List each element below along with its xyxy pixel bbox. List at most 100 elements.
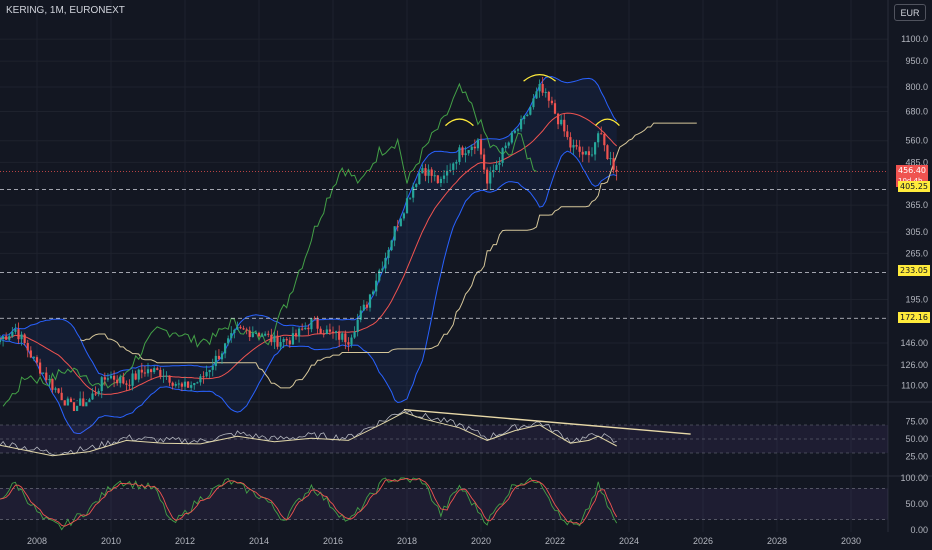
candle-body xyxy=(526,114,529,117)
candle-body xyxy=(26,343,29,351)
candle-body xyxy=(371,291,375,295)
currency-button[interactable]: EUR xyxy=(894,4,926,21)
candle-body xyxy=(581,151,584,155)
price-tick-label: 195.0 xyxy=(905,294,928,304)
candle-body xyxy=(51,379,54,390)
candle-body xyxy=(331,331,335,333)
candle-body xyxy=(476,139,480,149)
rsi-line xyxy=(0,410,617,456)
candle-body xyxy=(316,319,319,329)
candle-body xyxy=(350,337,353,345)
candle-body xyxy=(72,402,76,412)
horizontal-levels xyxy=(0,171,888,319)
candle-body xyxy=(11,331,14,337)
price-tick-label: 110.00 xyxy=(901,381,928,391)
candle-body xyxy=(325,329,328,335)
stochastic-panel xyxy=(0,477,888,531)
candle-body xyxy=(137,369,140,380)
candle-body xyxy=(365,304,369,308)
candle-body xyxy=(418,173,421,185)
candle-body xyxy=(381,268,384,271)
candle-body xyxy=(473,146,476,149)
candle-body xyxy=(0,339,2,343)
candle-body xyxy=(193,382,196,386)
candle-body xyxy=(42,372,45,374)
candle-body xyxy=(402,213,406,219)
candle-body xyxy=(399,218,402,227)
price-axis[interactable]: 1100.0 950.0 800.0 680.0 560.0 485.0 365.0 305.… xyxy=(900,34,928,535)
time-axis[interactable]: 2008 2010 2012 2014 2016 2018 2020 2022 2024 2026… xyxy=(27,536,861,546)
candle-body xyxy=(375,280,378,292)
candle-body xyxy=(288,340,291,345)
candle-body xyxy=(307,327,310,330)
candle-body xyxy=(122,377,125,384)
candle-body xyxy=(516,129,520,131)
candle-body xyxy=(529,107,532,115)
time-tick-label: 2020 xyxy=(471,536,491,546)
candle-body xyxy=(54,388,57,390)
candle-body xyxy=(279,342,282,347)
candle-body xyxy=(199,376,202,383)
candle-body xyxy=(566,131,569,138)
candle-body xyxy=(436,175,439,184)
grid-lines xyxy=(0,0,932,532)
stoch-d-line xyxy=(0,477,618,527)
candle-body xyxy=(140,369,143,373)
candle-body xyxy=(119,377,122,384)
price-tick-label: 485.0 xyxy=(905,157,928,167)
candle-body xyxy=(183,381,187,387)
candle-body xyxy=(103,377,106,380)
candle-body xyxy=(603,134,606,146)
price-tick-label: 365.0 xyxy=(905,200,928,210)
candle-body xyxy=(310,318,313,330)
candle-body xyxy=(57,388,60,393)
candle-body xyxy=(609,158,612,160)
candle-body xyxy=(606,145,609,160)
candle-body xyxy=(584,151,587,155)
level-badge-3: 172.16 xyxy=(898,312,930,323)
candle-body xyxy=(556,113,560,125)
candle-body xyxy=(550,100,554,104)
candle-body xyxy=(38,362,42,374)
candle-body xyxy=(572,145,575,148)
candle-body xyxy=(421,168,424,174)
candle-body xyxy=(412,186,415,198)
candle-body xyxy=(260,335,264,337)
candle-body xyxy=(301,328,304,330)
candle-body xyxy=(177,383,180,385)
candle-body xyxy=(563,119,566,132)
price-tick-label: 126.00 xyxy=(900,360,928,370)
candle-body xyxy=(165,375,168,377)
candle-body xyxy=(504,145,507,149)
time-tick-label: 2022 xyxy=(545,536,565,546)
candle-body xyxy=(217,355,221,360)
candle-body xyxy=(593,142,597,155)
candle-body xyxy=(408,197,412,199)
candle-body xyxy=(424,168,427,176)
level-badge-2: 233.05 xyxy=(898,265,930,276)
symbol-title: KERING, 1M, EURONEXT xyxy=(6,5,125,16)
candle-body xyxy=(445,170,449,176)
candle-body xyxy=(180,383,184,387)
candle-body xyxy=(313,318,316,320)
annotation-arcs xyxy=(444,73,620,127)
candle-body xyxy=(304,327,307,330)
candle-body xyxy=(5,336,8,340)
candle-body xyxy=(535,91,538,99)
candle-body xyxy=(69,398,73,403)
price-tick-label: 800.0 xyxy=(905,82,928,92)
rsi-tick-label: 25.00 xyxy=(905,452,928,462)
candle-body xyxy=(48,379,51,381)
candle-body xyxy=(60,392,63,401)
time-tick-label: 2026 xyxy=(693,536,713,546)
candle-body xyxy=(495,164,498,170)
candle-body xyxy=(378,270,381,281)
candle-body xyxy=(168,375,171,383)
peak-arc xyxy=(594,118,620,127)
candle-body xyxy=(368,294,372,308)
candle-body xyxy=(553,103,557,114)
candle-body xyxy=(291,333,295,345)
candle-body xyxy=(390,240,393,251)
candle-body xyxy=(405,198,409,214)
